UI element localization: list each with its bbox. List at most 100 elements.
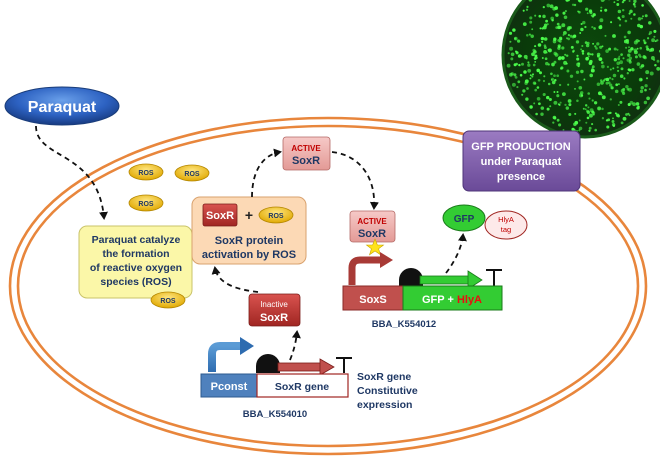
fluorescent-colony bbox=[572, 50, 575, 53]
fluorescent-colony bbox=[561, 23, 566, 28]
bound-active-soxr: ACTIVE SoxR bbox=[349, 210, 396, 256]
fluorescent-colony bbox=[506, 63, 511, 68]
fluorescent-colony bbox=[632, 102, 636, 107]
fluorescent-colony bbox=[566, 37, 568, 40]
fluorescent-colony bbox=[587, 106, 590, 109]
fluorescent-colony bbox=[652, 58, 656, 62]
fluorescent-colony bbox=[586, 116, 590, 120]
fluorescent-colony bbox=[521, 93, 524, 96]
fluorescent-colony bbox=[600, 81, 604, 85]
fluorescent-colony bbox=[591, 26, 594, 29]
fluorescent-colony bbox=[553, 100, 558, 105]
reporter-to-gfp-arrow bbox=[445, 233, 467, 274]
fluorescent-colony bbox=[562, 128, 565, 131]
fluorescent-colony bbox=[514, 37, 517, 40]
fluorescent-colony bbox=[522, 9, 525, 12]
constitutive-construct: Pconst SoxR gene BBA_K554010 SoxR gene C… bbox=[200, 337, 418, 420]
fluorescent-colony bbox=[568, 103, 572, 107]
fluorescent-colony bbox=[625, 46, 628, 49]
fluorescent-colony bbox=[558, 40, 562, 43]
pconst-promoter-arrowhead-icon bbox=[240, 337, 254, 355]
fluorescent-colony bbox=[551, 62, 555, 67]
fluorescent-colony bbox=[531, 75, 534, 78]
fluorescent-colony bbox=[588, 61, 593, 66]
fluorescent-colony bbox=[613, 1, 616, 4]
fluorescent-colony bbox=[604, 34, 607, 37]
fluorescent-colony bbox=[612, 34, 616, 38]
fluorescent-colony bbox=[588, 9, 593, 13]
ros-label: ROS bbox=[138, 170, 154, 177]
fluorescent-colony bbox=[622, 0, 626, 2]
fluorescent-colony bbox=[558, 83, 562, 87]
fluorescent-colony bbox=[649, 71, 654, 76]
fluorescent-colony bbox=[544, 57, 548, 61]
fluorescent-colony bbox=[628, 12, 631, 15]
fluorescent-colony bbox=[604, 8, 608, 12]
fluorescent-colony bbox=[617, 9, 622, 14]
gene-to-soxr-arrow bbox=[289, 330, 301, 361]
soxs-promoter-arrowhead-icon bbox=[380, 252, 393, 268]
fluorescent-colony bbox=[619, 18, 622, 21]
fluorescent-colony bbox=[622, 57, 625, 60]
fluorescent-colony bbox=[558, 45, 561, 48]
fluorescent-colony bbox=[515, 62, 518, 66]
hlya-tag-label: HlyA bbox=[498, 215, 514, 224]
fluorescent-colony bbox=[578, 126, 583, 131]
fluorescent-colony bbox=[556, 74, 560, 78]
fluorescent-colony bbox=[639, 24, 644, 29]
petri-dish-image bbox=[501, 0, 660, 139]
fluorescent-colony bbox=[589, 73, 594, 78]
fluorescent-colony bbox=[562, 33, 565, 36]
flow-arrows bbox=[35, 125, 467, 361]
fluorescent-colony bbox=[579, 93, 583, 98]
fluorescent-colony bbox=[648, 88, 651, 91]
ros-label: ROS bbox=[138, 201, 154, 208]
fluorescent-colony bbox=[617, 103, 620, 107]
fluorescent-colony bbox=[547, 82, 551, 86]
fluorescent-colony bbox=[644, 14, 648, 18]
fluorescent-colony bbox=[573, 3, 577, 7]
catalysis-box: Paraquat catalyze the formation of react… bbox=[78, 225, 193, 299]
fluorescent-colony bbox=[636, 62, 641, 66]
fluorescent-colony bbox=[596, 82, 601, 87]
active-soxr-protein: ACTIVE SoxR bbox=[282, 136, 331, 171]
fluorescent-colony bbox=[628, 0, 631, 2]
fluorescent-colony bbox=[607, 118, 611, 122]
expression-note-line: SoxR gene bbox=[357, 371, 411, 383]
fluorescent-colony bbox=[540, 36, 545, 41]
fluorescent-colony bbox=[648, 48, 653, 53]
fluorescent-colony bbox=[622, 87, 626, 91]
fluorescent-colony bbox=[616, 48, 619, 51]
fluorescent-colony bbox=[537, 43, 542, 47]
fluorescent-colony bbox=[546, 3, 551, 8]
fluorescent-colony bbox=[509, 46, 514, 51]
fluorescent-colony bbox=[572, 34, 577, 38]
fluorescent-colony bbox=[576, 54, 579, 57]
fluorescent-colony bbox=[644, 84, 648, 88]
fluorescent-colony bbox=[563, 15, 568, 20]
fluorescent-colony bbox=[624, 19, 628, 23]
ribosome-binding-site-icon bbox=[256, 354, 280, 373]
fluorescent-colony bbox=[601, 95, 606, 100]
fluorescent-colony bbox=[545, 51, 548, 54]
fluorescent-colony bbox=[636, 47, 639, 50]
fluorescent-colony bbox=[580, 22, 583, 26]
fluorescent-colony bbox=[582, 20, 586, 25]
fluorescent-colony bbox=[510, 57, 514, 61]
gene-prefix: GFP + bbox=[422, 294, 457, 306]
fluorescent-colony bbox=[590, 68, 595, 73]
fluorescent-colony bbox=[619, 100, 623, 104]
inactive-soxr-protein: Inactive SoxR bbox=[248, 293, 301, 327]
fluorescent-colony bbox=[529, 16, 533, 20]
fluorescent-colony bbox=[556, 22, 560, 26]
fluorescent-colony bbox=[515, 51, 519, 54]
soxr-label: SoxR bbox=[260, 312, 288, 324]
gfp-label: GFP bbox=[454, 214, 475, 225]
fluorescent-colony bbox=[550, 72, 553, 76]
fluorescent-colony bbox=[586, 110, 591, 115]
fluorescent-colony bbox=[596, 52, 601, 57]
reporter-construct: SoxS GFP + HlyA BBA_K554012 bbox=[342, 252, 503, 330]
fluorescent-colony bbox=[507, 52, 510, 55]
fluorescent-colony bbox=[527, 68, 532, 73]
ros-molecule: ROS bbox=[128, 163, 164, 181]
